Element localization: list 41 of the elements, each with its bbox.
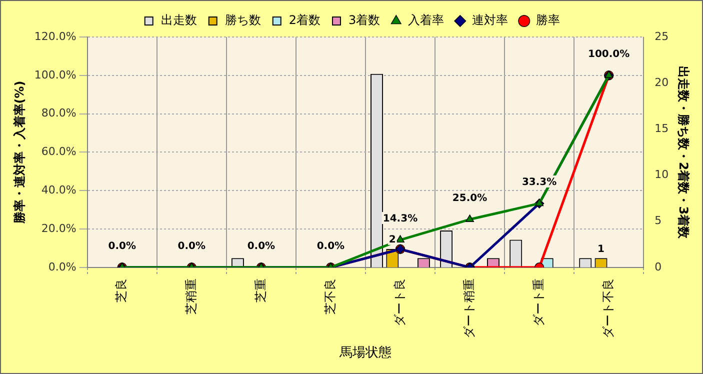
- x-axis-title: 馬場状態: [338, 346, 392, 361]
- data-label: 0.0%: [108, 240, 136, 252]
- data-label: 100.0%: [588, 48, 630, 60]
- y2-axis-title: 出走数・勝ち数・2着数・3着数: [676, 66, 691, 240]
- legend-label: 連対率: [472, 13, 508, 28]
- data-label: 25.0%: [452, 192, 488, 204]
- y-tick-label: 40.0%: [41, 183, 76, 196]
- data-label: 0.0%: [178, 240, 206, 252]
- legend-label: 勝率: [536, 13, 560, 28]
- x-tick-label: 芝良: [114, 278, 128, 302]
- y-axis-title: 勝率・連対率・入着率(%): [12, 80, 26, 225]
- y-tick-label: 80.0%: [41, 106, 76, 120]
- legend-label: 出走数: [160, 13, 197, 28]
- data-label: 0.0%: [247, 240, 276, 252]
- y2-tick-label: 25: [654, 30, 669, 43]
- legend-label: 2着数: [288, 13, 321, 28]
- data-label: 14.3%: [382, 214, 418, 225]
- y2-tick-label: 15: [654, 122, 669, 136]
- y-tick-label: 100.0%: [34, 68, 76, 82]
- legend-label: 入着率: [408, 13, 444, 28]
- y2-tick-label: 10: [654, 168, 669, 182]
- x-tick-label: 芝稍重: [184, 278, 198, 314]
- y2-tick-label: 20: [654, 76, 669, 89]
- y-tick-label: 0.0%: [48, 260, 76, 274]
- x-tick-label: ダート不良: [600, 278, 615, 338]
- x-tick-label: 芝不良: [322, 278, 337, 314]
- x-tick-label: 芝重: [253, 278, 268, 302]
- legend-label: 3着数: [348, 13, 380, 28]
- data-label: 2: [388, 234, 396, 246]
- y-tick-label: 120.0%: [34, 30, 76, 43]
- x-tick-label: ダート稍重: [462, 278, 476, 338]
- y-tick-label: 60.0%: [41, 145, 76, 158]
- data-label: 33.3%: [522, 177, 557, 188]
- y-tick-label: 20.0%: [41, 222, 76, 235]
- data-label: 0.0%: [316, 240, 345, 252]
- y2-tick-label: 0: [654, 260, 662, 274]
- legend-label: 勝ち数: [224, 13, 261, 28]
- data-label: 1: [598, 244, 605, 255]
- x-tick-label: ダート良: [392, 278, 406, 326]
- x-tick-label: ダート重: [531, 278, 546, 326]
- y2-tick-label: 5: [654, 214, 662, 228]
